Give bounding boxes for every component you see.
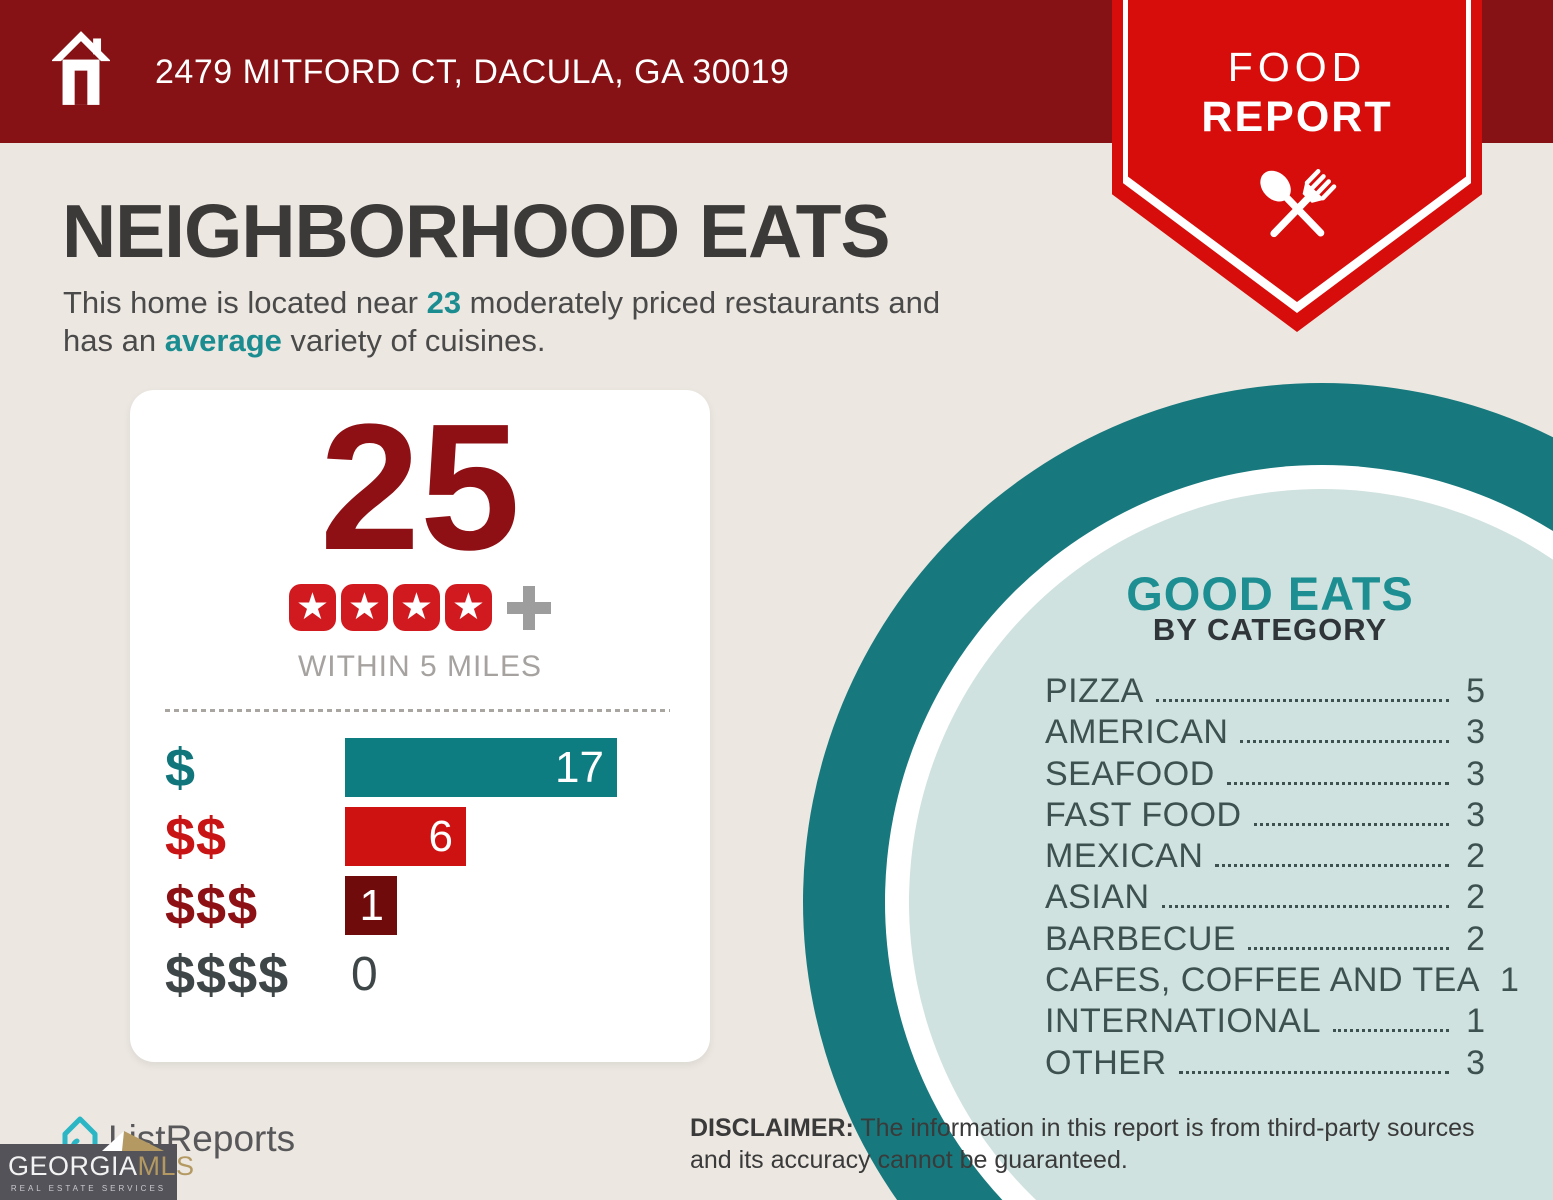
variety-highlight: average	[164, 323, 282, 358]
dot-leader	[1155, 699, 1449, 702]
price-bar-row: $$$$ 0	[165, 944, 675, 1005]
category-count: 1	[1499, 961, 1519, 1000]
bar-fill: 17	[345, 738, 617, 797]
disclaimer-text: The information in this report is from t…	[690, 1114, 1475, 1174]
price-bar-row: $$ 6	[165, 806, 675, 867]
mls-name-mls: MLS	[137, 1151, 195, 1181]
category-name: CAFES, COFFEE AND TEA	[1045, 961, 1480, 1000]
category-row: FAST FOOD 3	[1045, 796, 1485, 834]
property-address: 2479 MITFORD CT, DACULA, GA 30019	[155, 53, 790, 91]
category-name: FAST FOOD	[1045, 795, 1242, 834]
page-title: NEIGHBORHOOD EATS	[62, 189, 890, 273]
intro-line-1: This home is located near 23 moderately …	[63, 284, 940, 322]
category-name: INTERNATIONAL	[1045, 1002, 1322, 1041]
bar-track: 1	[345, 876, 675, 935]
category-row: CAFES, COFFEE AND TEA 1	[1045, 961, 1519, 999]
mls-tagline: REAL ESTATE SERVICES	[10, 1184, 167, 1193]
dot-leader	[1240, 740, 1449, 744]
star-icon: ★	[393, 584, 440, 631]
intro-text-part: has an	[63, 323, 165, 358]
bar-track: 6	[345, 807, 675, 866]
dot-leader	[1253, 822, 1449, 826]
bar-track: 17	[345, 738, 675, 797]
category-row: SEAFOOD 3	[1045, 755, 1485, 793]
intro-text-part: This home is located near	[63, 285, 427, 320]
category-count: 2	[1466, 919, 1485, 958]
price-level-label: $$$	[165, 875, 259, 936]
category-count: 3	[1466, 713, 1485, 752]
star-icon: ★	[289, 584, 336, 631]
category-row: INTERNATIONAL 1	[1045, 1002, 1485, 1040]
category-row: ASIAN 2	[1045, 878, 1485, 916]
category-name: BARBECUE	[1045, 919, 1237, 958]
category-row: OTHER 3	[1045, 1044, 1485, 1082]
disclaimer-label: DISCLAIMER:	[690, 1114, 854, 1142]
category-name: SEAFOOD	[1045, 754, 1215, 793]
price-level-label: $	[165, 737, 197, 798]
bar-value: 0	[351, 948, 378, 1001]
category-row: PIZZA 5	[1045, 672, 1485, 710]
restaurant-count: 25	[319, 387, 521, 588]
intro-line-2: has an average variety of cuisines.	[63, 322, 940, 360]
intro-text-part: moderately priced restaurants and	[461, 285, 941, 320]
star-icon: ★	[445, 584, 492, 631]
home-icon	[52, 31, 110, 105]
category-count: 3	[1466, 754, 1485, 793]
mls-mountain-icon	[102, 1131, 164, 1151]
intro-text-part: variety of cuisines.	[281, 323, 546, 358]
dot-leader	[1161, 905, 1449, 909]
category-count: 1	[1466, 1002, 1485, 1041]
ribbon-word-food: FOOD	[1227, 44, 1367, 90]
star-rating: ★ ★ ★ ★	[130, 584, 710, 631]
dot-leader	[1226, 781, 1449, 785]
price-bar-row: $$$ 1	[165, 875, 675, 936]
price-bar-row: $17	[165, 737, 675, 798]
category-row: AMERICAN 3	[1045, 713, 1485, 751]
category-count: 5	[1466, 672, 1485, 710]
category-name: PIZZA	[1045, 672, 1144, 710]
star-tiles: ★ ★ ★ ★	[289, 584, 492, 631]
mls-name-georgia: GEORGIA	[8, 1151, 138, 1181]
category-name: ASIAN	[1045, 878, 1150, 917]
category-count: 2	[1466, 837, 1485, 876]
category-count: 3	[1466, 795, 1485, 834]
spoon-and-fork-icon	[1260, 169, 1337, 238]
categories-subtitle: BY CATEGORY	[1152, 612, 1388, 647]
dot-leader	[1178, 1070, 1449, 1074]
dot-leader	[1333, 1029, 1449, 1033]
price-level-label: $$$$	[165, 944, 290, 1005]
categories-title: GOOD EATS	[1126, 567, 1414, 620]
georgia-mls-logo: GEORGIAMLS REAL ESTATE SERVICES	[0, 1131, 194, 1200]
bar-track: 0	[345, 945, 675, 1004]
category-row: MEXICAN 2	[1045, 837, 1485, 875]
radius-label: WITHIN 5 MILES	[297, 650, 543, 683]
bar-fill: 1	[345, 876, 397, 935]
restaurant-summary-card: 25 ★ ★ ★ ★ WITHIN 5 MILES $17 $$ 6 $$$ 1 $$$$ 0	[130, 390, 710, 1062]
categories-list: PIZZA 5 AMERICAN 3 SEAFOOD 3 FAST FOOD 3 MEXICAN…	[1045, 672, 1519, 1085]
category-name: OTHER	[1045, 1043, 1167, 1082]
ribbon-title: FOOD REPORT	[1112, 44, 1482, 142]
category-name: MEXICAN	[1045, 837, 1204, 876]
bar-value: 1	[359, 880, 384, 930]
star-icon: ★	[341, 584, 388, 631]
dot-leader	[1215, 864, 1449, 868]
price-level-label: $$	[165, 806, 228, 867]
category-count: 3	[1466, 1043, 1485, 1082]
intro-text: This home is located near 23 moderately …	[63, 284, 940, 360]
bar-value: 6	[428, 811, 453, 861]
dot-leader	[1248, 946, 1449, 950]
category-count: 2	[1466, 878, 1485, 917]
dashed-divider	[165, 709, 670, 712]
mls-name: GEORGIAMLS	[8, 1151, 195, 1182]
category-row: BARBECUE 2	[1045, 920, 1485, 958]
price-bar-chart: $17 $$ 6 $$$ 1 $$$$ 0	[165, 738, 675, 1014]
ribbon-word-report: REPORT	[1201, 93, 1393, 141]
bar-value: 17	[555, 742, 604, 792]
restaurant-count-highlight: 23	[426, 285, 462, 320]
category-name: AMERICAN	[1045, 713, 1229, 752]
plus-icon	[507, 585, 551, 630]
disclaimer: DISCLAIMER: The information in this repo…	[690, 1112, 1500, 1176]
bar-fill: 6	[345, 807, 466, 866]
